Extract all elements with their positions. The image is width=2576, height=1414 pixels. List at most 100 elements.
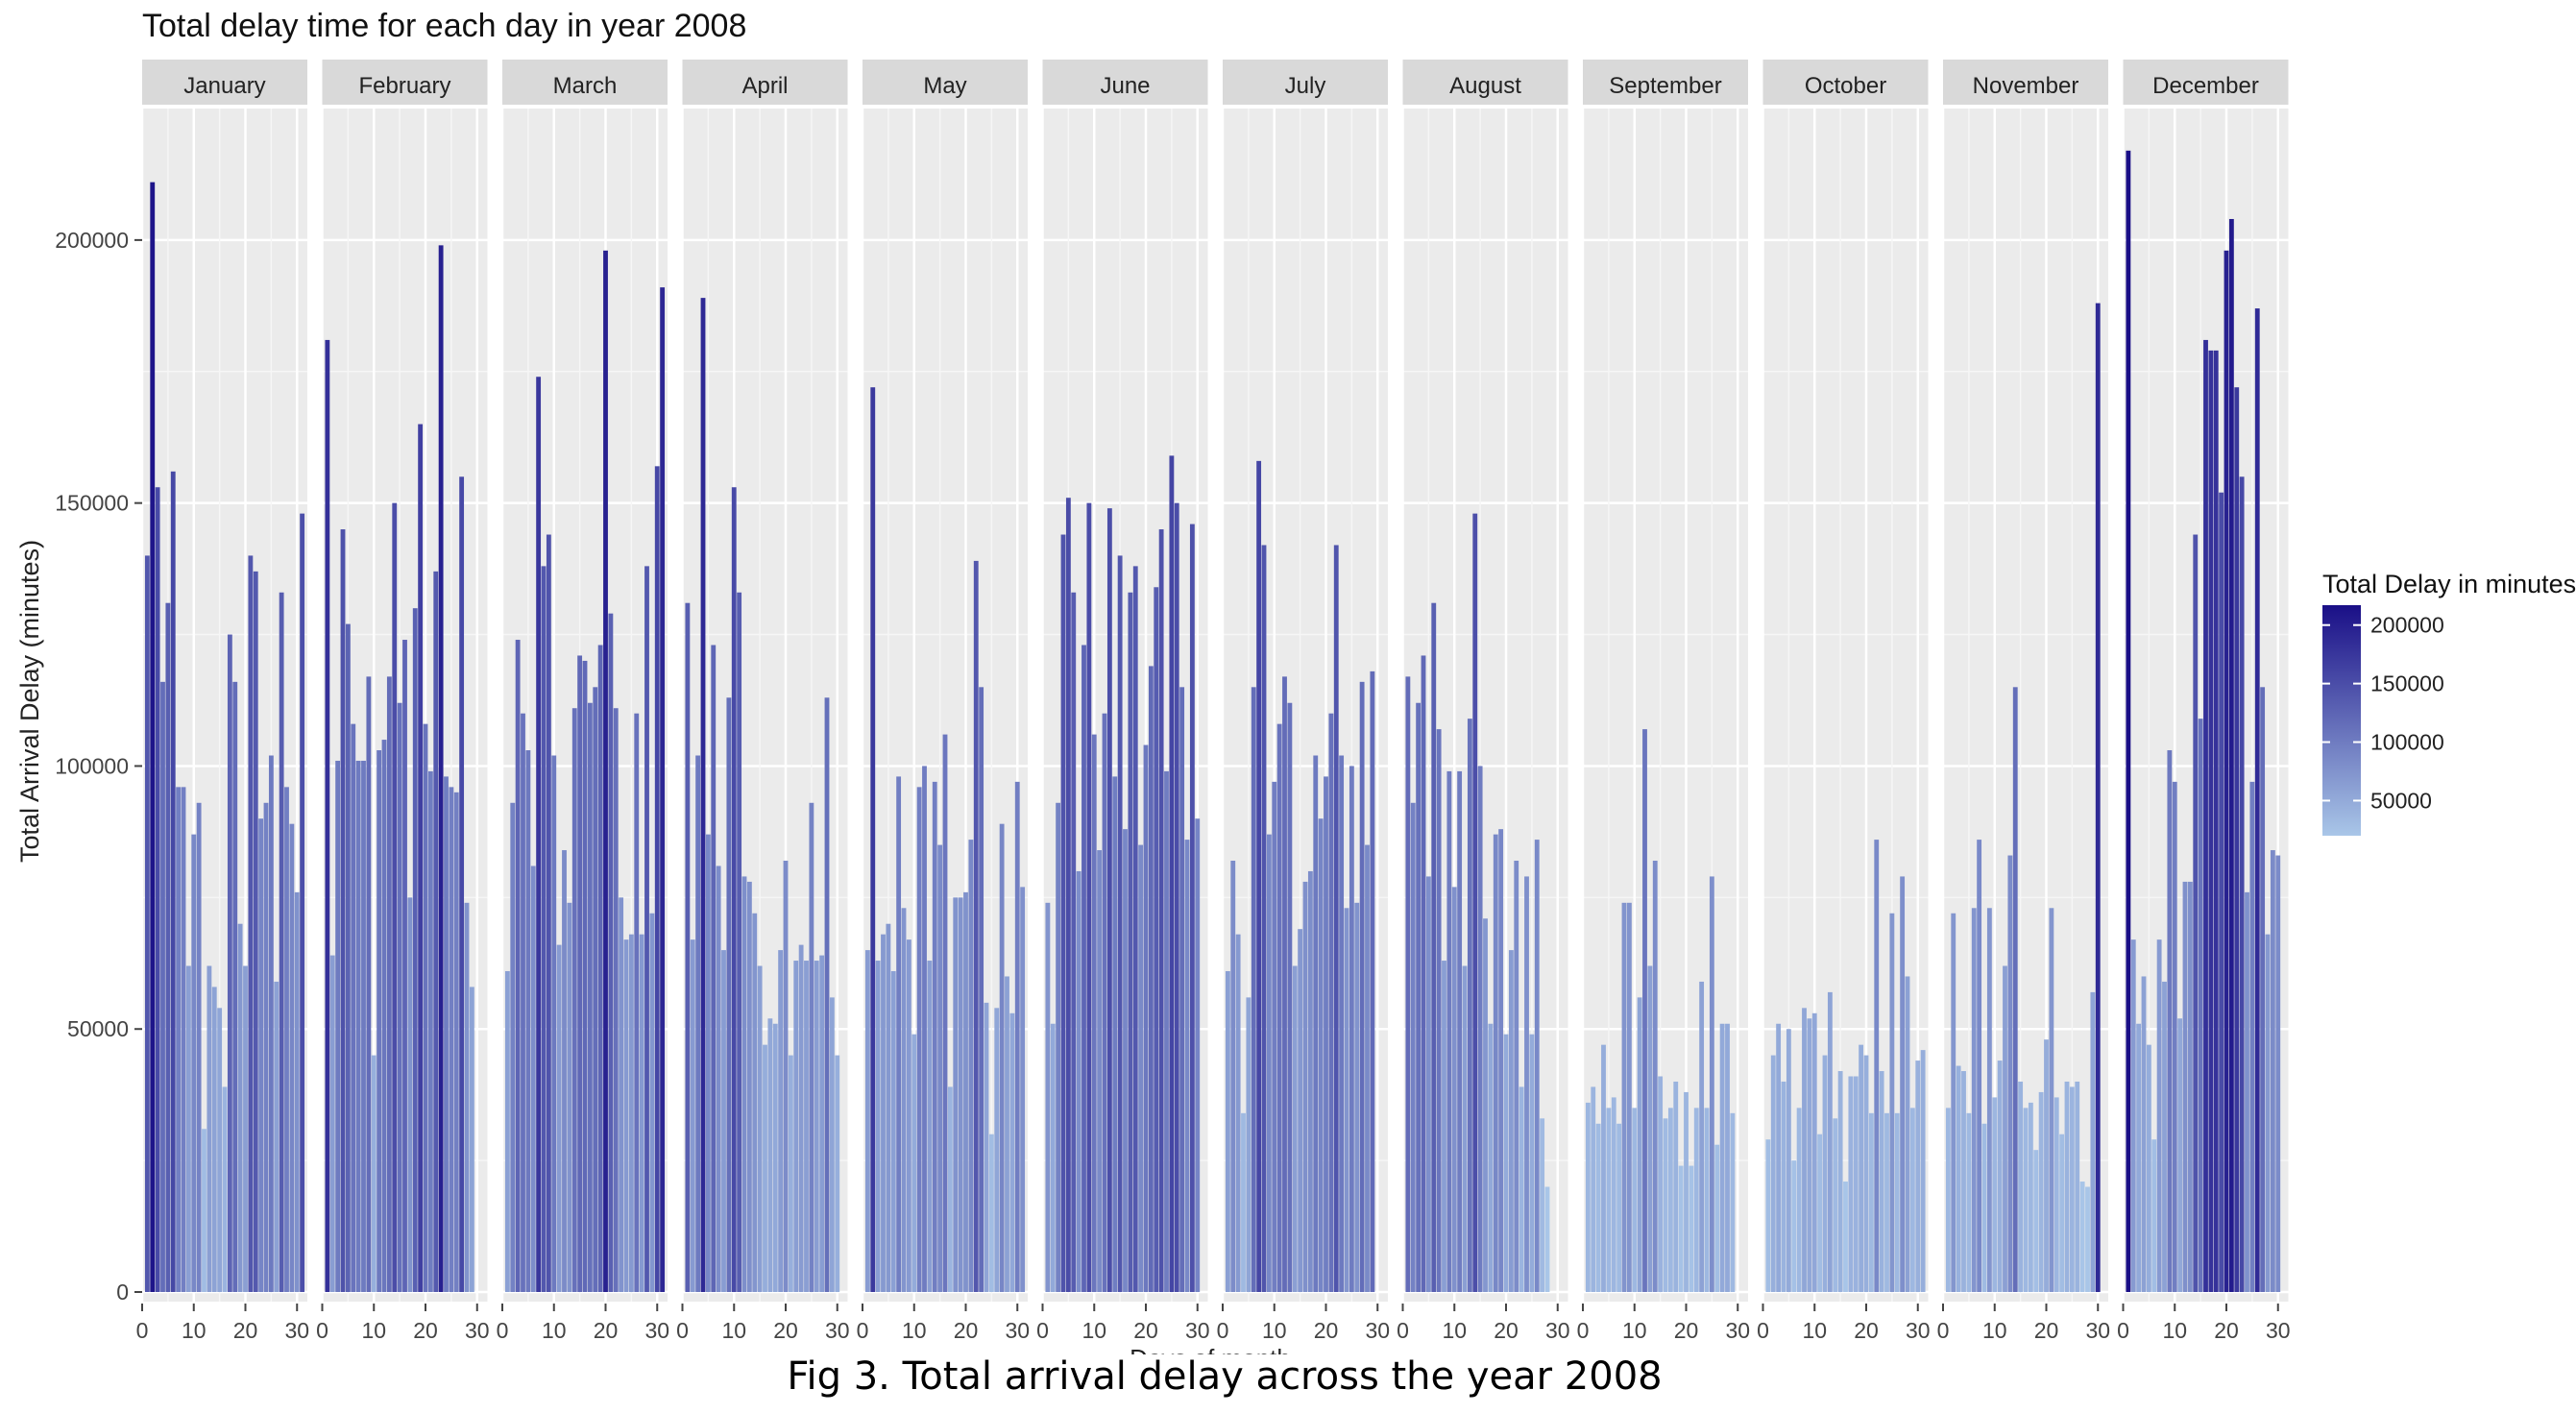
x-tick-label: 10 xyxy=(1081,1318,1106,1343)
bar xyxy=(1725,1023,1730,1292)
bar xyxy=(2012,687,2018,1292)
bar xyxy=(1339,755,1345,1292)
bar xyxy=(1261,545,1267,1292)
bar xyxy=(536,377,542,1293)
bar xyxy=(1663,1118,1668,1292)
x-tick-label: 0 xyxy=(1397,1318,1409,1343)
bar xyxy=(746,881,752,1292)
bar xyxy=(1112,776,1118,1292)
x-tick-label: 30 xyxy=(1005,1318,1030,1343)
legend-color-bar xyxy=(2322,605,2361,836)
bar xyxy=(1154,587,1159,1292)
bar xyxy=(783,861,789,1292)
bar xyxy=(150,182,156,1293)
bar xyxy=(1909,1108,1915,1292)
bar xyxy=(1132,566,1138,1292)
bar xyxy=(289,823,295,1292)
bar xyxy=(1874,840,1880,1292)
bar xyxy=(2044,1039,2049,1292)
bar xyxy=(1997,1060,2003,1292)
bar xyxy=(1920,1050,1926,1292)
bar xyxy=(1106,508,1112,1292)
bar xyxy=(1889,913,1895,1292)
bar xyxy=(562,850,567,1292)
x-tick-label: 30 xyxy=(1906,1318,1931,1343)
bar xyxy=(1704,1108,1710,1292)
bar xyxy=(968,840,974,1292)
bar xyxy=(1241,1112,1246,1292)
bar xyxy=(973,560,979,1292)
bar xyxy=(916,787,922,1292)
bar xyxy=(1349,766,1354,1292)
x-tick-label: 10 xyxy=(1982,1318,2007,1343)
bar xyxy=(2156,939,2162,1292)
bar xyxy=(793,961,799,1292)
bar xyxy=(340,529,346,1292)
y-tick-label: 150000 xyxy=(55,491,129,516)
x-tick-label: 10 xyxy=(1622,1318,1647,1343)
bar xyxy=(829,997,835,1292)
bar xyxy=(464,902,470,1292)
bar xyxy=(1859,1044,1864,1292)
bar xyxy=(1781,1081,1786,1292)
bar xyxy=(567,902,572,1292)
panels-group: January 0 10 20 30 February 0 10 20 30 March 0 10 20 3… xyxy=(136,60,2291,1343)
x-tick-label: 20 xyxy=(1674,1318,1699,1343)
bar xyxy=(1446,770,1452,1292)
y-tick-label: 100000 xyxy=(55,753,129,778)
bar xyxy=(932,781,937,1292)
bar xyxy=(1246,997,1252,1292)
bar xyxy=(211,987,217,1292)
bar xyxy=(176,787,182,1292)
bar xyxy=(587,702,593,1292)
y-tick-label: 50000 xyxy=(67,1016,129,1041)
bar xyxy=(355,760,361,1292)
bar xyxy=(911,1034,917,1292)
bar xyxy=(1956,1065,1961,1292)
strip-label: December xyxy=(2152,73,2259,99)
bar xyxy=(752,913,758,1292)
bar xyxy=(1951,913,1956,1292)
bar xyxy=(979,687,984,1292)
bar xyxy=(1884,1112,1889,1292)
bar xyxy=(2187,881,2193,1292)
bar xyxy=(737,592,742,1292)
bar xyxy=(268,755,274,1292)
bar xyxy=(521,713,525,1292)
bar xyxy=(392,502,398,1292)
x-tick-label: 20 xyxy=(1133,1318,1158,1343)
bar xyxy=(1647,965,1653,1292)
bar xyxy=(700,298,706,1292)
bar xyxy=(1714,1144,1720,1292)
bar xyxy=(695,755,701,1292)
bar xyxy=(1853,1076,1859,1292)
bar xyxy=(1164,770,1169,1292)
bar xyxy=(711,645,717,1292)
bar xyxy=(263,802,269,1292)
bar xyxy=(253,571,258,1292)
bar xyxy=(644,566,649,1292)
bar xyxy=(1986,908,1992,1292)
bar xyxy=(1894,1112,1900,1292)
bar xyxy=(402,640,407,1292)
bar xyxy=(1606,1108,1612,1292)
bar xyxy=(207,965,212,1292)
bar xyxy=(1807,1018,1812,1292)
bar xyxy=(1009,1012,1015,1292)
bar xyxy=(1230,861,1236,1292)
bar xyxy=(2260,687,2266,1292)
bar xyxy=(1071,592,1077,1292)
bar xyxy=(984,1002,989,1292)
bar xyxy=(901,908,907,1292)
bar xyxy=(1169,455,1175,1292)
bar xyxy=(1298,929,1303,1292)
bar xyxy=(639,934,644,1292)
x-tick-label: 10 xyxy=(361,1318,386,1343)
strip-background xyxy=(1583,60,1748,105)
bar xyxy=(1195,818,1201,1292)
bar xyxy=(571,708,577,1292)
bar xyxy=(1879,1071,1884,1292)
figure-caption: Fig 3. Total arrival delay across the ye… xyxy=(787,1354,1663,1399)
legend-title: Total Delay in minutes xyxy=(2322,570,2576,598)
bar xyxy=(2130,939,2136,1292)
